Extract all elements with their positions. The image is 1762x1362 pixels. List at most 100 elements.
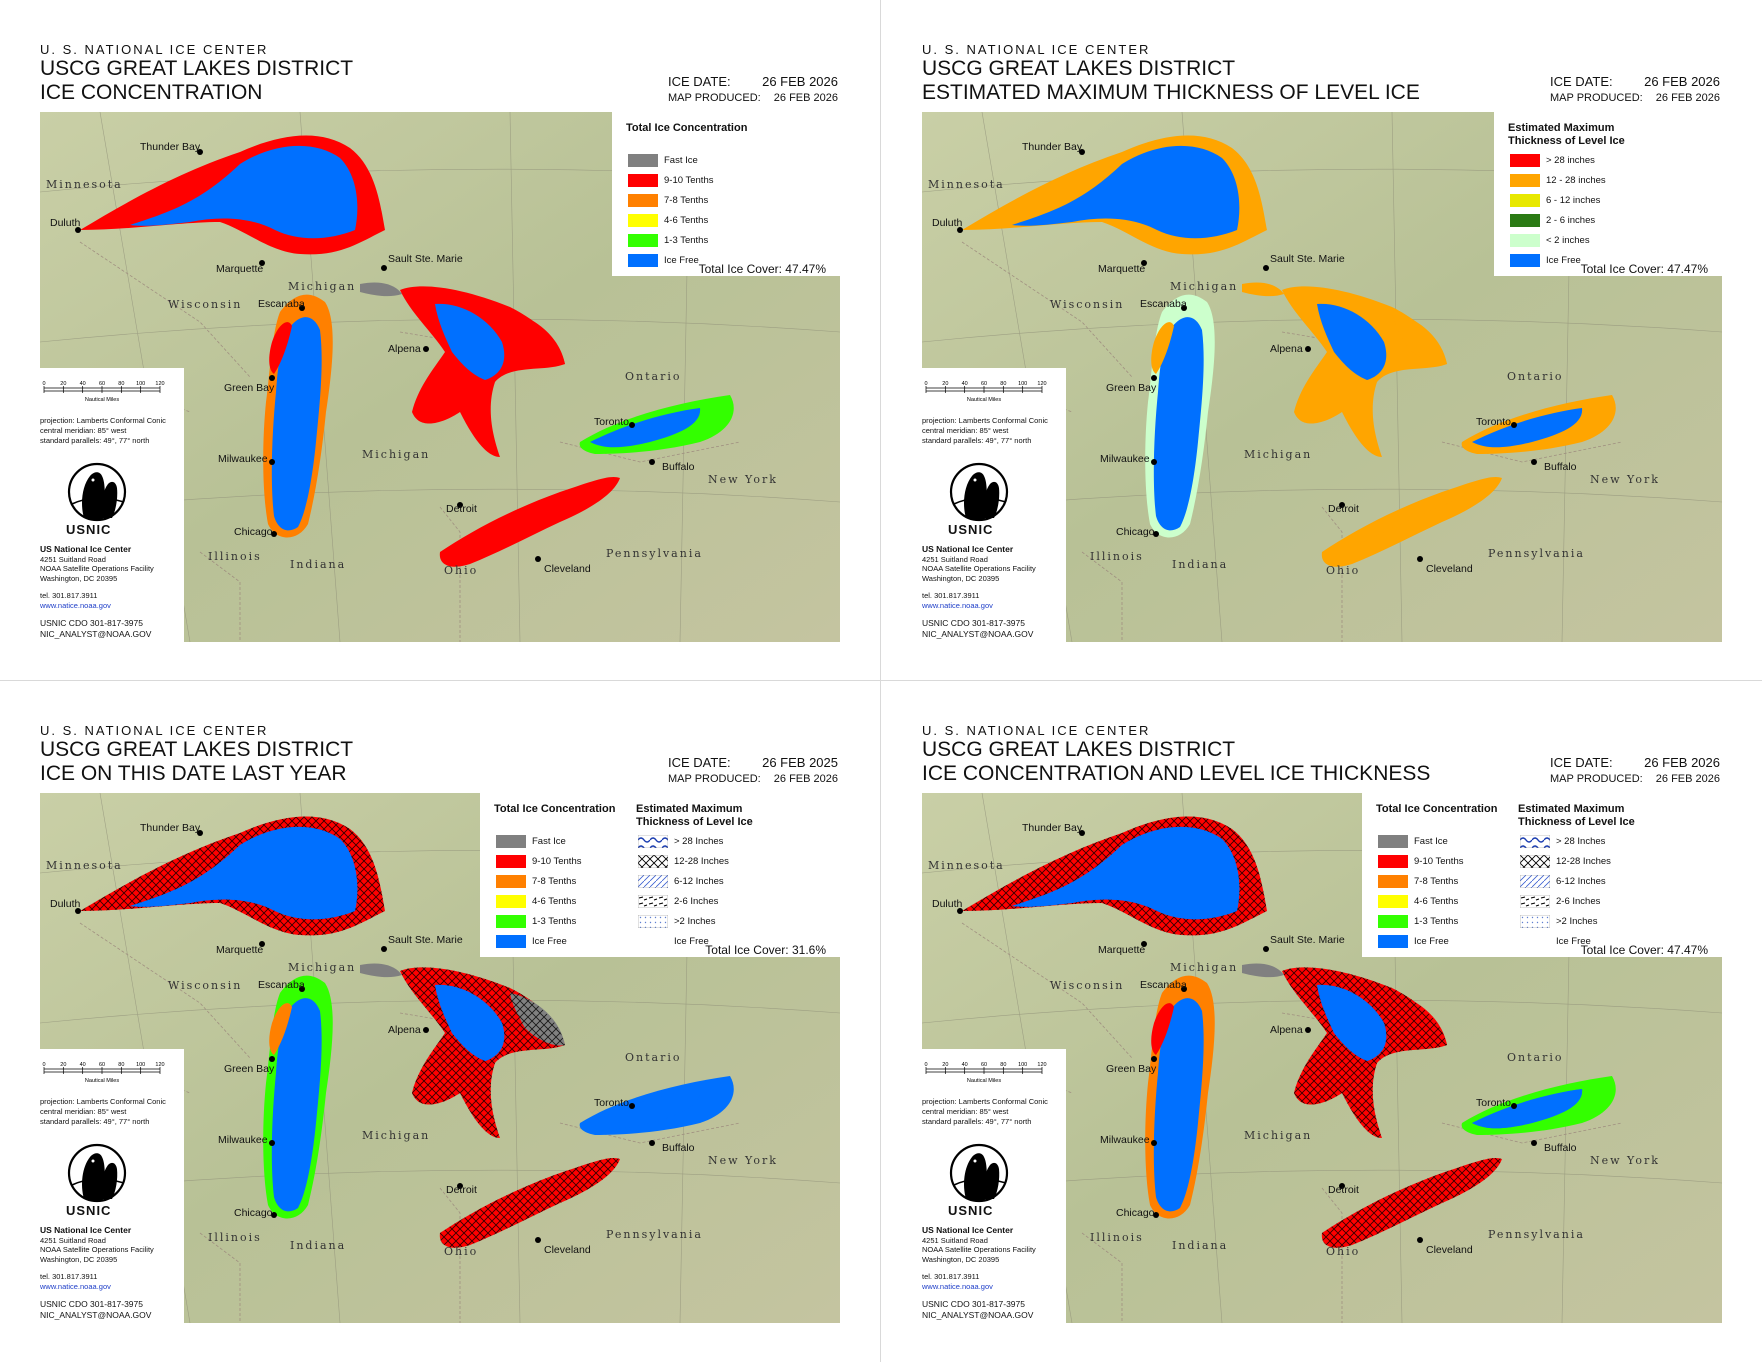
website-link[interactable]: www.natice.noaa.gov	[922, 1281, 993, 1291]
website-link[interactable]: www.natice.noaa.gov	[922, 600, 993, 610]
projection-info: projection: Lamberts Conformal Conic cen…	[40, 416, 166, 445]
svg-text:Escanaba: Escanaba	[258, 979, 305, 991]
legend-swatch	[628, 154, 658, 167]
svg-text:Chicago: Chicago	[1116, 526, 1155, 538]
legend-swatch	[1519, 854, 1551, 869]
svg-text:Ontario: Ontario	[625, 1051, 681, 1064]
legend-swatch	[1378, 835, 1408, 848]
scale-tick-label: 120	[155, 381, 164, 387]
legend-swatch	[628, 194, 658, 207]
legend-item: 6 - 12 inches	[1510, 194, 1640, 208]
svg-text:Illinois: Illinois	[208, 1231, 262, 1244]
legend-label: 4-6 Tenths	[664, 215, 709, 226]
svg-text:Thunder Bay: Thunder Bay	[140, 141, 201, 153]
legend-label: >2 Inches	[1556, 916, 1598, 927]
legend-label: 7-8 Tenths	[1414, 876, 1459, 887]
legend-label: 6-12 Inches	[1556, 876, 1606, 887]
svg-text:Duluth: Duluth	[50, 898, 81, 910]
svg-text:Pennsylvania: Pennsylvania	[1488, 547, 1585, 560]
website-link[interactable]: www.natice.noaa.gov	[40, 600, 111, 610]
legend-swatch	[1378, 935, 1408, 948]
info-box: 0 20 40 60 80 100 120 Nautical Miles projection…	[40, 1049, 184, 1323]
legend-item: Fast Ice	[1378, 835, 1508, 849]
svg-text:Milwaukee: Milwaukee	[218, 1134, 268, 1146]
svg-text:Ohio: Ohio	[1326, 1245, 1360, 1258]
legend-item: Fast Ice	[628, 154, 758, 168]
contact-block: tel. 301.817.3911 www.natice.noaa.gov	[40, 1272, 111, 1291]
projection-info: projection: Lamberts Conformal Conic cen…	[922, 1097, 1048, 1126]
legend-item: 1-3 Tenths	[496, 915, 626, 929]
legend-swatch	[496, 835, 526, 848]
legend-item: 6-12 Inches	[637, 874, 768, 889]
info-box: 0 20 40 60 80 100 120 Nautical Miles projection…	[922, 1049, 1066, 1323]
svg-text:Pennsylvania: Pennsylvania	[606, 547, 703, 560]
legend-label: 12-28 Inches	[674, 856, 729, 867]
legend-swatch	[637, 874, 669, 889]
svg-text:New York: New York	[708, 473, 778, 486]
contact-block: tel. 301.817.3911 www.natice.noaa.gov	[40, 591, 111, 610]
map-produced-value: 26 FEB 2026	[1655, 773, 1720, 785]
address-block: US National Ice Center 4251 Suitland Roa…	[40, 1225, 154, 1264]
legend-label: > 28 Inches	[1556, 836, 1606, 847]
legend-title: Estimated Maximum Thickness of Level Ice	[636, 803, 753, 828]
svg-text:New York: New York	[708, 1154, 778, 1167]
svg-text:Ohio: Ohio	[1326, 564, 1360, 577]
legend-swatch	[628, 174, 658, 187]
analyst-contact: USNIC CDO 301-817-3975 NIC_ANALYST@NOAA.…	[40, 1299, 152, 1320]
scale-tick-label: 120	[1037, 381, 1046, 387]
legend-label: Ice Free	[674, 936, 709, 947]
svg-text:Ohio: Ohio	[444, 1245, 478, 1258]
lake-michigan	[263, 975, 333, 1219]
map-legend: Total Ice Concentration Fast Ice 9-10 Tent…	[1362, 793, 1722, 957]
legend-item: > 28 Inches	[1519, 834, 1650, 849]
svg-text:Indiana: Indiana	[290, 1239, 346, 1252]
legend-item: Ice Free	[1520, 935, 1650, 949]
legend-title: Total Ice Concentration	[626, 122, 748, 134]
ice-map-panel-1: U. S. NATIONAL ICE CENTER USCG GREAT LAK…	[0, 0, 880, 680]
svg-text:Ohio: Ohio	[444, 564, 478, 577]
legend-label: 6-12 Inches	[674, 876, 724, 887]
legend-item: 9-10 Tenths	[496, 855, 626, 869]
legend-item: 7-8 Tenths	[1378, 875, 1508, 889]
svg-text:Escanaba: Escanaba	[258, 298, 305, 310]
usnic-logo-text: USNIC	[66, 522, 112, 537]
scale-unit: Nautical Miles	[85, 397, 119, 403]
map-title: ICE ON THIS DATE LAST YEAR	[40, 762, 347, 785]
svg-text:Detroit: Detroit	[1328, 503, 1359, 515]
lake-ontario	[1461, 395, 1616, 454]
legend-swatch	[1519, 894, 1551, 909]
legend-swatch	[637, 854, 669, 869]
svg-text:Marquette: Marquette	[216, 263, 263, 275]
usnic-logo-text: USNIC	[66, 1203, 112, 1218]
scale-tick-label: 20	[60, 381, 66, 387]
svg-text:Michigan: Michigan	[1170, 280, 1238, 293]
svg-text:Minnesota: Minnesota	[46, 178, 123, 191]
legend-label: 1-3 Tenths	[664, 235, 709, 246]
map-title: ICE CONCENTRATION	[40, 81, 263, 104]
svg-text:New York: New York	[1590, 473, 1660, 486]
scale-tick-label: 0	[42, 381, 45, 387]
legend-swatch	[1510, 254, 1540, 267]
legend-label: 4-6 Tenths	[1414, 896, 1459, 907]
panel-divider-horizontal	[0, 680, 1762, 681]
website-link[interactable]: www.natice.noaa.gov	[40, 1281, 111, 1291]
legend-label: 9-10 Tenths	[532, 856, 582, 867]
svg-text:Marquette: Marquette	[1098, 263, 1145, 275]
legend-label: Ice Free	[1414, 936, 1449, 947]
legend-label: > 28 inches	[1546, 155, 1595, 166]
legend-swatch	[1510, 154, 1540, 167]
svg-text:Michigan: Michigan	[362, 1129, 430, 1142]
legend-swatch	[1510, 174, 1540, 187]
legend-label: 7-8 Tenths	[664, 195, 709, 206]
legend-label: 2 - 6 inches	[1546, 215, 1596, 226]
svg-text:Ontario: Ontario	[1507, 370, 1563, 383]
svg-text:Minnesota: Minnesota	[928, 859, 1005, 872]
scale-tick-label: 40	[962, 1062, 968, 1068]
legend-item: 2-6 Inches	[637, 894, 768, 909]
legend-item: 7-8 Tenths	[628, 194, 758, 208]
ice-date-value: 26 FEB 2026	[1644, 74, 1720, 89]
scale-tick-label: 0	[42, 1062, 45, 1068]
agency-name: U. S. NATIONAL ICE CENTER	[40, 723, 269, 738]
legend-item: Ice Free	[638, 935, 768, 949]
legend-swatch	[1519, 914, 1551, 929]
